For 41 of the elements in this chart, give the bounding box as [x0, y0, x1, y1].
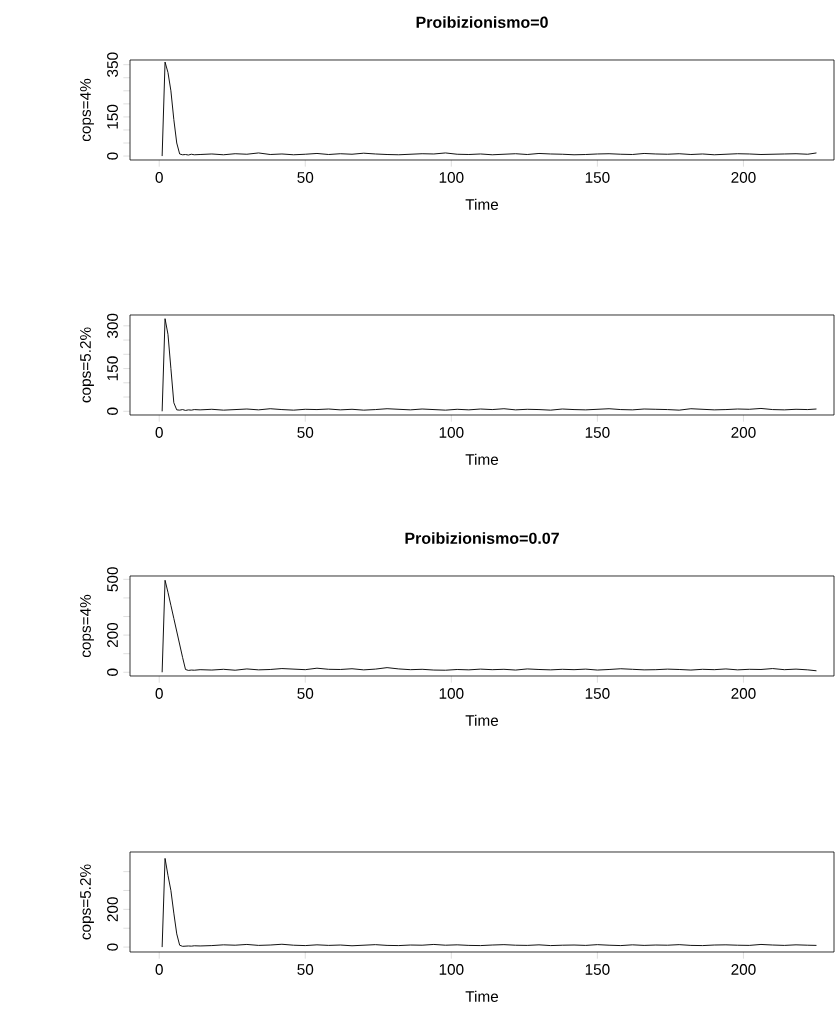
x-tick-label: 0 — [155, 964, 163, 975]
x-axis-title: Time — [465, 453, 499, 465]
y-tick-label: 350 — [107, 52, 118, 77]
y-tick-label: 150 — [107, 104, 118, 129]
x-tick-label: 100 — [439, 172, 464, 183]
x-tick-label: 150 — [585, 688, 610, 699]
x-tick-label: 50 — [297, 427, 314, 438]
x-tick-label: 50 — [297, 964, 314, 975]
x-tick-label: 100 — [439, 964, 464, 975]
x-tick-label: 0 — [155, 688, 163, 699]
y-tick-label: 0 — [107, 943, 118, 951]
y-tick-label: 200 — [107, 622, 118, 648]
x-tick-label: 150 — [585, 427, 610, 438]
chart-title: Proibizionismo=0.07 — [405, 532, 559, 544]
x-tick-label: 150 — [585, 964, 610, 975]
y-axis-title: cops=4% — [80, 594, 94, 658]
x-tick-label: 100 — [439, 427, 464, 438]
y-tick-label: 150 — [107, 356, 118, 381]
y-tick-label: 0 — [107, 407, 118, 415]
y-tick-label: 300 — [107, 313, 118, 339]
x-tick-label: 0 — [155, 427, 163, 438]
x-axis-title: Time — [465, 198, 499, 210]
x-tick-label: 200 — [731, 688, 756, 699]
x-tick-label: 200 — [731, 172, 756, 183]
x-tick-label: 150 — [585, 172, 610, 183]
y-axis-title: cops=5.2% — [80, 864, 94, 940]
chart-title: Proibizionismo=0 — [416, 16, 548, 28]
x-axis-title: Time — [465, 714, 499, 726]
y-tick-label: 200 — [107, 897, 118, 922]
y-tick-label: 500 — [107, 567, 118, 592]
y-axis-title: cops=4% — [80, 78, 94, 142]
y-tick-label: 0 — [107, 152, 118, 160]
x-tick-label: 50 — [297, 688, 314, 699]
x-tick-label: 50 — [297, 172, 314, 183]
x-axis-title: Time — [465, 990, 499, 1002]
x-tick-label: 200 — [731, 964, 756, 975]
y-axis-title: cops=5.2% — [80, 327, 94, 403]
y-tick-label: 0 — [107, 668, 118, 676]
x-tick-label: 0 — [155, 172, 163, 183]
x-tick-label: 100 — [439, 688, 464, 699]
x-tick-label: 200 — [731, 427, 756, 438]
